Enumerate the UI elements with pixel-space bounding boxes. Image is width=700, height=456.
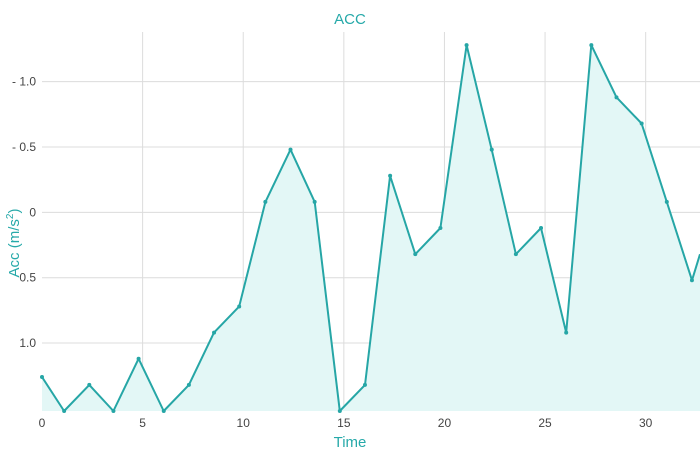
data-point-26 [689, 278, 694, 283]
data-point-2 [87, 382, 92, 387]
data-point-12 [337, 409, 342, 413]
data-point-5 [161, 409, 166, 413]
x-axis-label: Time [334, 434, 367, 451]
y-axis-label: Acc (m/s2) [5, 209, 23, 278]
data-point-22 [589, 43, 594, 48]
data-point-18 [489, 147, 494, 152]
x-tick-4: 20 [438, 416, 452, 430]
data-point-4 [136, 356, 141, 361]
y-axis-label-close: ) [6, 209, 23, 214]
data-point-0 [40, 375, 44, 380]
data-point-9 [263, 199, 268, 204]
y-axis-label-main: Acc (m/s [6, 219, 23, 277]
data-point-24 [639, 121, 644, 126]
series-points [40, 43, 694, 413]
data-point-16 [438, 226, 443, 231]
data-point-21 [564, 330, 569, 335]
data-point-23 [614, 95, 619, 100]
y-tick-2: 0 [29, 205, 36, 219]
data-point-13 [362, 382, 367, 387]
y-axis-label-sup: 2 [5, 213, 16, 219]
x-tick-5: 25 [538, 416, 552, 430]
x-tick-2: 10 [237, 416, 251, 430]
data-point-6 [186, 382, 191, 387]
x-tick-labels: 0 5 10 15 20 25 30 [39, 416, 653, 430]
data-point-14 [388, 173, 393, 178]
chart-title: ACC [334, 11, 366, 28]
data-point-19 [513, 252, 518, 257]
series-area [42, 45, 700, 411]
x-tick-3: 15 [337, 416, 351, 430]
data-point-8 [237, 304, 242, 309]
y-tick-1: - 0.5 [12, 140, 36, 154]
y-tick-3: 0.5 [19, 271, 36, 285]
x-tick-0: 0 [39, 416, 46, 430]
data-point-11 [312, 199, 317, 204]
data-point-15 [413, 252, 418, 257]
data-point-7 [212, 330, 217, 335]
data-point-3 [111, 409, 116, 413]
data-point-25 [664, 199, 669, 204]
y-tick-4: 1.0 [19, 336, 36, 350]
data-point-20 [539, 226, 544, 231]
data-point-17 [464, 43, 469, 48]
series-line [41, 44, 700, 412]
x-tick-6: 30 [639, 416, 653, 430]
x-tick-1: 5 [139, 416, 146, 430]
y-tick-labels: - 1.0 - 0.5 0 0.5 1.0 [12, 75, 36, 350]
y-tick-0: - 1.0 [12, 75, 36, 89]
data-point-1 [62, 409, 67, 413]
data-point-10 [288, 147, 293, 152]
